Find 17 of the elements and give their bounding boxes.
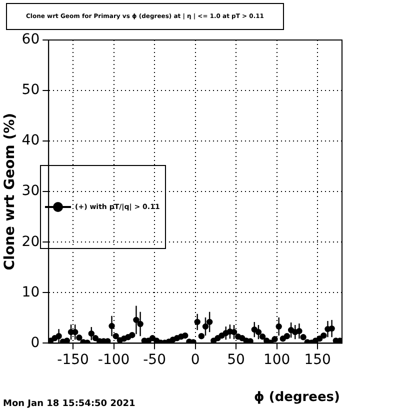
text: Mon Jan 18 15:54:50 2021 xyxy=(3,399,136,409)
y-tick-label: 30 xyxy=(22,183,40,200)
y-tick-label: 50 xyxy=(22,82,40,98)
x-tick-label: 150 xyxy=(304,352,331,368)
x-tick-label: 0 xyxy=(190,352,200,368)
y-axis-title: Clone wrt Geom (%) xyxy=(2,112,18,270)
y-tick-label: 20 xyxy=(22,234,40,250)
y-tick-label: 40 xyxy=(22,132,40,149)
y-tick-label: 0 xyxy=(30,334,40,351)
x-tick-label: 100 xyxy=(263,352,290,368)
x-tick-label: -50 xyxy=(143,352,166,368)
x-tick-label: -150 xyxy=(57,352,89,368)
y-tick-label: 60 xyxy=(22,32,40,48)
y-tick-label: 10 xyxy=(22,284,40,300)
x-tick-label: 50 xyxy=(227,352,245,368)
x-axis-title: ϕ (degrees) xyxy=(254,390,340,405)
x-tick-label: -100 xyxy=(98,352,130,368)
